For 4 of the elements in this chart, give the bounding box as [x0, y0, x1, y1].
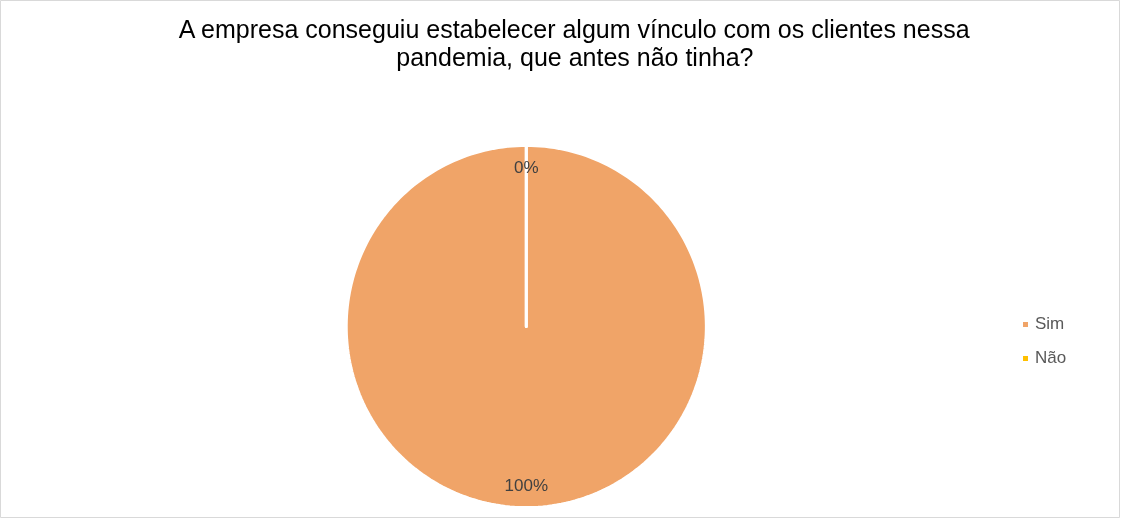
legend-label: Sim [1035, 314, 1065, 334]
data-label: 100% [504, 476, 549, 496]
legend-label: Não [1035, 348, 1067, 368]
chart-title: A empresa conseguiu estabelecer algum vínculo com os clientes nessa pandemia, que antes não tinha? [178, 14, 970, 71]
